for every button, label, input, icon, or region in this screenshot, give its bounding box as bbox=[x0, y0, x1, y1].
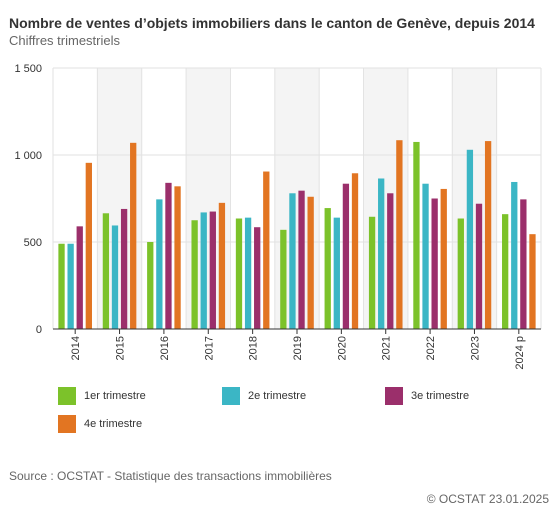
bar bbox=[520, 199, 527, 329]
bar bbox=[422, 183, 429, 329]
bar bbox=[307, 196, 314, 329]
x-tick-label: 2018 bbox=[248, 336, 260, 360]
bar bbox=[378, 178, 385, 329]
bar bbox=[387, 193, 394, 329]
bar bbox=[209, 211, 216, 329]
bar bbox=[130, 142, 137, 329]
x-tick-label: 2019 bbox=[292, 336, 304, 360]
bar bbox=[147, 242, 154, 329]
bar bbox=[368, 216, 376, 329]
bar bbox=[76, 226, 83, 329]
chart-title: Nombre de ventes d’objets immobiliers da… bbox=[9, 15, 535, 31]
bar bbox=[431, 198, 438, 329]
x-tick-label: 2017 bbox=[203, 336, 215, 360]
legend-item[interactable]: 3e trimestre bbox=[385, 387, 469, 405]
x-tick-label: 2015 bbox=[115, 336, 127, 360]
legend-swatch bbox=[58, 415, 76, 433]
legend-item[interactable]: 1er trimestre bbox=[58, 387, 146, 405]
y-tick-label: 500 bbox=[24, 237, 42, 249]
bar bbox=[200, 212, 207, 329]
legend-item[interactable]: 2e trimestre bbox=[222, 387, 306, 405]
x-tick-label: 2022 bbox=[425, 336, 437, 360]
bar bbox=[289, 193, 296, 329]
bar bbox=[120, 208, 128, 329]
bar bbox=[351, 173, 359, 329]
bar bbox=[254, 227, 261, 329]
bar bbox=[58, 243, 65, 329]
x-tick-label: 2021 bbox=[381, 336, 393, 360]
y-tick-label: 0 bbox=[36, 324, 42, 336]
x-tick-label: 2023 bbox=[469, 336, 481, 360]
y-tick-label: 1 500 bbox=[14, 63, 42, 75]
legend-item[interactable]: 4e trimestre bbox=[58, 415, 142, 433]
bar bbox=[235, 218, 243, 329]
credits-link[interactable]: © OCSTAT 23.01.2025 bbox=[426, 492, 549, 506]
chart-subtitle: Chiffres trimestriels bbox=[9, 33, 121, 48]
bar bbox=[511, 181, 518, 329]
x-tick-label: 2020 bbox=[336, 336, 348, 360]
bar bbox=[529, 234, 536, 329]
bar bbox=[191, 220, 198, 329]
legend-swatch bbox=[222, 387, 240, 405]
bar bbox=[324, 208, 331, 329]
bar bbox=[174, 186, 181, 329]
bar bbox=[85, 162, 92, 329]
legend-label: 1er trimestre bbox=[84, 390, 146, 402]
bar bbox=[484, 141, 492, 329]
bar bbox=[466, 149, 474, 329]
bar bbox=[502, 214, 509, 329]
bar bbox=[342, 183, 350, 329]
bar bbox=[263, 171, 270, 329]
legend-label: 3e trimestre bbox=[411, 390, 470, 402]
bar bbox=[244, 217, 252, 329]
bar bbox=[298, 190, 305, 329]
bar bbox=[102, 213, 110, 329]
bar bbox=[475, 203, 483, 329]
legend-label: 4e trimestre bbox=[84, 418, 143, 430]
bar bbox=[413, 141, 420, 329]
legend-swatch bbox=[58, 387, 76, 405]
bar bbox=[218, 202, 226, 329]
bar bbox=[67, 243, 74, 329]
bar bbox=[156, 199, 163, 329]
bar bbox=[440, 188, 447, 329]
x-tick-label: 2024 p bbox=[514, 336, 526, 370]
bar bbox=[111, 225, 119, 329]
bar bbox=[457, 218, 464, 329]
bar bbox=[165, 182, 172, 329]
legend-label: 2e trimestre bbox=[248, 390, 307, 402]
bar bbox=[396, 140, 403, 329]
legend-swatch bbox=[385, 387, 403, 405]
bar bbox=[333, 217, 340, 329]
y-tick-label: 1 000 bbox=[14, 150, 42, 162]
x-tick-label: 2016 bbox=[159, 336, 171, 360]
source-note: Source : OCSTAT - Statistique des transa… bbox=[9, 469, 332, 483]
bar bbox=[280, 229, 287, 329]
x-tick-label: 2014 bbox=[70, 336, 82, 360]
